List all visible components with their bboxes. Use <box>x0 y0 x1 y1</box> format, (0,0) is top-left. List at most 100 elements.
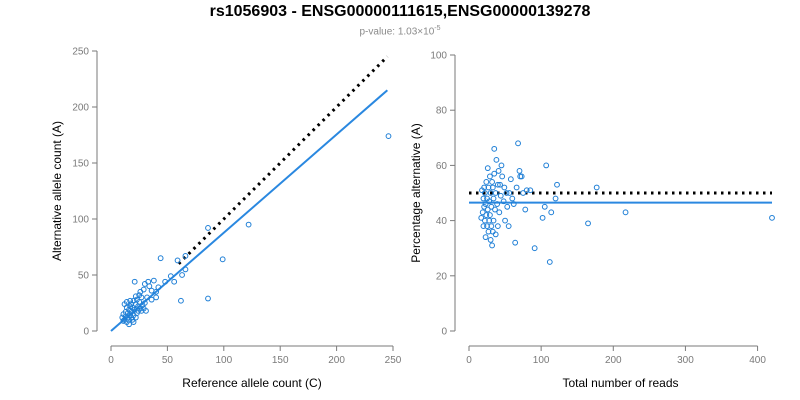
y-axis-label: Percentage alternative (A) <box>409 123 423 262</box>
data-point <box>483 179 490 185</box>
subtitle-pvalue-exponent: -5 <box>434 25 441 32</box>
x-tick-label: 250 <box>385 355 402 366</box>
y-tick-label: 250 <box>72 47 89 58</box>
data-point <box>491 145 498 152</box>
data-point <box>543 162 550 169</box>
y-tick-label: 60 <box>436 161 448 172</box>
data-point <box>484 223 490 230</box>
data-point <box>494 181 501 188</box>
data-point <box>507 176 514 183</box>
chart-subtitle: p-value: 1.03×10-5 <box>0 25 800 37</box>
data-point <box>552 195 559 202</box>
data-point <box>484 195 490 202</box>
data-point <box>129 304 136 311</box>
data-point <box>522 206 529 213</box>
data-point <box>505 223 512 230</box>
data-point <box>479 209 486 216</box>
x-tick-label: 50 <box>162 355 174 366</box>
y-tick-label: 100 <box>72 215 89 226</box>
subtitle-pvalue: p-value: 1.03×10 <box>359 26 435 38</box>
data-point <box>205 225 211 231</box>
data-point <box>489 242 495 249</box>
data-point <box>527 187 534 194</box>
x-tick-label: 200 <box>605 355 622 366</box>
data-point <box>531 245 538 252</box>
data-point <box>593 184 600 191</box>
data-point <box>512 239 519 246</box>
data-point <box>487 173 493 180</box>
data-point <box>513 184 520 191</box>
data-point <box>145 278 152 285</box>
data-point <box>245 221 252 228</box>
data-point <box>478 214 485 221</box>
data-point <box>484 206 491 213</box>
data-point <box>132 293 139 300</box>
x-axis-label: Total number of reads <box>562 376 678 390</box>
data-point <box>487 212 493 218</box>
data-point <box>479 187 485 194</box>
data-point <box>495 168 502 174</box>
data-point <box>148 296 155 303</box>
data-point <box>500 198 507 205</box>
data-point <box>162 278 169 285</box>
data-point <box>179 272 185 278</box>
y-tick-label: 200 <box>72 103 89 114</box>
data-point <box>481 203 488 210</box>
x-tick-label: 400 <box>749 355 766 366</box>
y-tick-label: 100 <box>430 51 447 62</box>
data-point <box>136 292 143 299</box>
data-point <box>498 162 505 169</box>
data-point <box>515 140 521 147</box>
data-point <box>504 203 511 210</box>
data-point <box>494 223 501 230</box>
data-point <box>127 297 134 304</box>
data-point <box>497 181 503 188</box>
data-point <box>517 173 524 180</box>
data-point <box>488 203 495 210</box>
data-point <box>155 284 162 291</box>
allele-count-scatter-panel: 0 50 100 150 200 250 0 50 100 150 200 250 Reference … <box>50 47 402 391</box>
data-point <box>119 314 126 321</box>
data-point <box>135 303 141 310</box>
data-point <box>131 278 138 285</box>
data-point <box>622 209 629 216</box>
data-point <box>494 201 501 207</box>
data-point <box>487 190 494 196</box>
data-point <box>484 165 491 172</box>
y-tick-label: 40 <box>436 216 448 227</box>
data-point <box>546 259 553 265</box>
data-point <box>539 214 546 221</box>
data-point <box>482 201 489 207</box>
y-tick-label: 150 <box>72 159 89 170</box>
data-point <box>178 297 184 304</box>
data-point <box>490 195 497 202</box>
x-tick-label: 100 <box>215 355 232 366</box>
data-point <box>769 214 775 221</box>
data-point <box>491 170 498 177</box>
data-point <box>483 212 490 218</box>
data-point <box>137 288 144 295</box>
data-point <box>523 187 530 194</box>
data-point <box>492 206 498 213</box>
data-point <box>480 223 487 230</box>
data-point <box>487 237 494 243</box>
data-point <box>501 184 508 191</box>
data-point <box>182 266 189 273</box>
data-point <box>141 300 148 306</box>
x-axis-label: Reference allele count (C) <box>182 376 321 390</box>
data-point <box>481 217 488 224</box>
data-point <box>554 181 560 188</box>
data-point <box>123 298 130 305</box>
data-point <box>510 201 517 207</box>
data-point <box>485 228 492 235</box>
y-tick-label: 50 <box>78 271 90 282</box>
reference-line-dotted <box>177 55 389 265</box>
data-point <box>130 319 137 325</box>
data-point <box>150 277 157 284</box>
y-axis-label: Alternative allele count (A) <box>50 121 64 261</box>
y-tick-label: 80 <box>436 106 448 117</box>
data-point <box>144 294 150 301</box>
data-point <box>171 278 178 285</box>
x-tick-label: 150 <box>272 355 289 366</box>
